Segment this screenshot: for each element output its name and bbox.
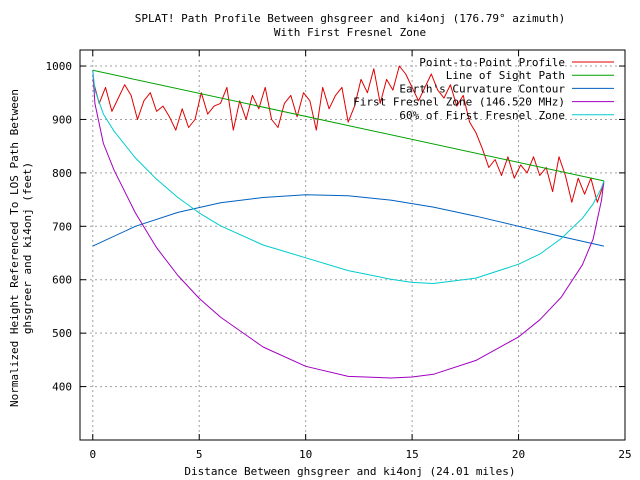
axis-ticks: 0 5 10 15 20 25 400 500 600 700 800 900 1000 bbox=[46, 50, 632, 461]
y-tick-label: 1000 bbox=[46, 60, 73, 73]
y-tick-label: 500 bbox=[52, 327, 72, 340]
y-tick-label: 800 bbox=[52, 167, 72, 180]
chart-subtitle: With First Fresnel Zone bbox=[274, 26, 426, 39]
series-group bbox=[92, 65, 605, 379]
x-tick-label: 15 bbox=[405, 448, 418, 461]
y-tick-label: 600 bbox=[52, 274, 72, 287]
series-line-60-of-first-fresnel-zone bbox=[92, 70, 605, 284]
legend-label: Point-to-Point Profile bbox=[419, 56, 565, 69]
x-tick-label: 5 bbox=[196, 448, 203, 461]
legend-label: First Fresnel Zone (146.520 MHz) bbox=[353, 96, 565, 109]
legend-label: Earth's Curvature Contour bbox=[399, 82, 565, 95]
y-tick-label: 700 bbox=[52, 220, 72, 233]
x-tick-label: 25 bbox=[618, 448, 631, 461]
series-line-point-to-point-profile bbox=[92, 65, 605, 203]
legend-label: Line of Sight Path bbox=[446, 69, 565, 82]
x-tick-label: 10 bbox=[299, 448, 312, 461]
y-tick-label: 900 bbox=[52, 113, 72, 126]
x-tick-label: 0 bbox=[89, 448, 96, 461]
x-tick-label: 20 bbox=[512, 448, 525, 461]
x-axis-label: Distance Between ghsgreer and ki4onj (24… bbox=[184, 465, 515, 478]
series-line-earth-s-curvature-contour bbox=[92, 194, 605, 247]
plot-area-frame bbox=[79, 49, 626, 441]
legend-label: 60% of First Fresnel Zone bbox=[399, 109, 565, 122]
y-tick-label: 400 bbox=[52, 381, 72, 394]
chart-title: SPLAT! Path Profile Between ghsgreer and… bbox=[135, 12, 565, 25]
series-line-first-fresnel-zone-146-520-mhz bbox=[92, 70, 605, 379]
y-axis-label-line1: Normalized Height Referenced To LOS Path… bbox=[8, 89, 21, 407]
y-axis-label-line2: ghsgreer and ki4onj (feet) bbox=[21, 162, 34, 334]
series-line-line-of-sight-path bbox=[92, 69, 605, 182]
